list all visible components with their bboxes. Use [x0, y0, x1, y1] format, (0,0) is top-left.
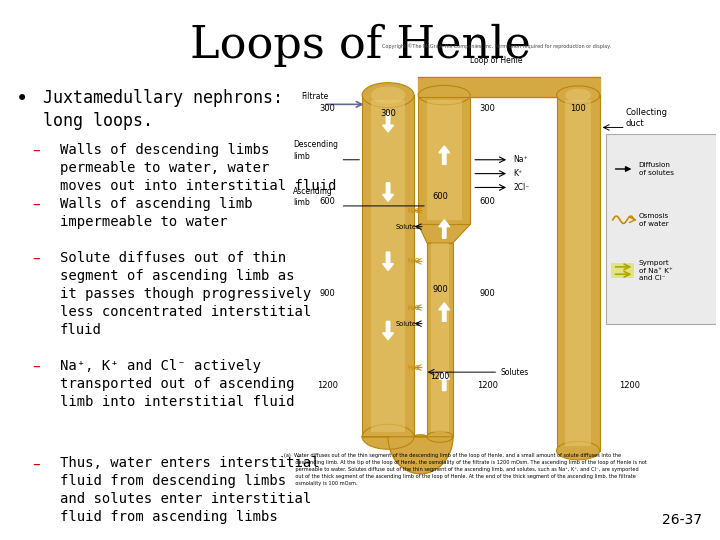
Text: Walls of descending limbs
permeable to water, water
moves out into interstitial : Walls of descending limbs permeable to w…: [60, 143, 336, 193]
Text: 2Cl⁻: 2Cl⁻: [513, 183, 530, 192]
Text: Ascending
limb: Ascending limb: [293, 187, 333, 207]
FancyArrow shape: [439, 372, 449, 390]
Text: 300: 300: [480, 104, 495, 113]
Ellipse shape: [362, 424, 414, 449]
Bar: [565, 100, 591, 446]
Text: Solutes: Solutes: [396, 321, 420, 327]
Text: (a)  Water diffuses out of the thin segment of the descending limb of the loop o: (a) Water diffuses out of the thin segme…: [284, 453, 647, 486]
Text: 600: 600: [480, 197, 495, 206]
Polygon shape: [418, 225, 470, 243]
Text: –: –: [32, 456, 40, 471]
Text: 100: 100: [570, 104, 586, 113]
Text: H₂O: H₂O: [408, 207, 420, 213]
Text: 300: 300: [320, 104, 336, 113]
Text: 300: 300: [380, 109, 396, 118]
Bar: [418, 95, 470, 225]
Text: Loops of Henle: Loops of Henle: [189, 24, 531, 68]
Text: Osmosis
of water: Osmosis of water: [639, 213, 669, 227]
Text: 900: 900: [480, 289, 495, 298]
Text: Na⁺: Na⁺: [513, 156, 528, 164]
Text: 1200: 1200: [317, 381, 338, 390]
Text: Descending
limb: Descending limb: [293, 140, 338, 160]
Text: Diffusion
of solutes: Diffusion of solutes: [639, 162, 674, 176]
Text: 600: 600: [432, 192, 448, 201]
Text: Copyright ©The McGraw-Hill Companies, Inc. Permission required for reproduction : Copyright ©The McGraw-Hill Companies, In…: [382, 44, 611, 50]
Text: 1200: 1200: [619, 381, 641, 390]
Bar: [611, 263, 634, 271]
Bar: [371, 100, 405, 432]
FancyArrow shape: [383, 252, 394, 271]
Text: 900: 900: [622, 289, 638, 298]
Bar: [611, 271, 634, 278]
Bar: [427, 243, 453, 437]
Ellipse shape: [427, 431, 453, 442]
Text: K⁺: K⁺: [513, 169, 523, 178]
Text: 600: 600: [622, 197, 638, 206]
Text: –: –: [32, 197, 40, 212]
Text: H₂O: H₂O: [408, 258, 420, 265]
FancyArrow shape: [383, 321, 394, 340]
Text: •: •: [16, 89, 28, 109]
Text: Solutes: Solutes: [396, 224, 420, 230]
Text: Collecting
duct: Collecting duct: [626, 108, 667, 129]
Text: Loop of Henle: Loop of Henle: [470, 56, 522, 65]
FancyArrow shape: [439, 303, 449, 321]
Ellipse shape: [557, 441, 600, 460]
Bar: [557, 95, 600, 450]
Text: –: –: [32, 143, 40, 158]
Text: Symport
of Na⁺ K⁺
and Cl⁻: Symport of Na⁺ K⁺ and Cl⁻: [639, 260, 672, 281]
Ellipse shape: [565, 89, 591, 102]
Text: 900: 900: [432, 285, 448, 294]
Text: 900: 900: [320, 289, 336, 298]
Ellipse shape: [557, 86, 600, 104]
Text: Thus, water enters interstitial
fluid from descending limbs
and solutes enter in: Thus, water enters interstitial fluid fr…: [60, 456, 320, 524]
Text: 1200: 1200: [431, 372, 449, 381]
Text: Solute diffuses out of thin
segment of ascending limb as
it passes though progre: Solute diffuses out of thin segment of a…: [60, 251, 311, 336]
Text: –: –: [32, 359, 40, 374]
Text: H₂O: H₂O: [408, 364, 420, 370]
Polygon shape: [362, 435, 453, 474]
FancyArrow shape: [383, 183, 394, 201]
Ellipse shape: [418, 85, 470, 105]
Ellipse shape: [371, 86, 405, 104]
Text: –: –: [32, 251, 40, 266]
FancyBboxPatch shape: [606, 134, 719, 323]
Text: 26-37: 26-37: [662, 512, 702, 526]
Text: Walls of ascending limb
impermeable to water: Walls of ascending limb impermeable to w…: [60, 197, 253, 229]
Ellipse shape: [362, 83, 414, 107]
Bar: [431, 243, 449, 432]
Text: 1200: 1200: [477, 381, 498, 390]
Text: 600: 600: [320, 197, 336, 206]
Polygon shape: [418, 77, 600, 97]
Text: Na⁺, K⁺ and Cl⁻ actively
transported out of ascending
limb into interstitial flu: Na⁺, K⁺ and Cl⁻ actively transported out…: [60, 359, 294, 409]
Bar: [427, 100, 462, 220]
Text: Solutes: Solutes: [500, 368, 528, 376]
FancyArrow shape: [439, 146, 449, 164]
Text: Filtrate: Filtrate: [302, 92, 329, 100]
FancyArrow shape: [383, 113, 394, 132]
Text: Juxtamedullary nephrons:
long loops.: Juxtamedullary nephrons: long loops.: [43, 89, 283, 130]
FancyArrow shape: [439, 220, 449, 238]
Text: H₂O: H₂O: [408, 305, 420, 310]
Bar: [362, 95, 414, 437]
